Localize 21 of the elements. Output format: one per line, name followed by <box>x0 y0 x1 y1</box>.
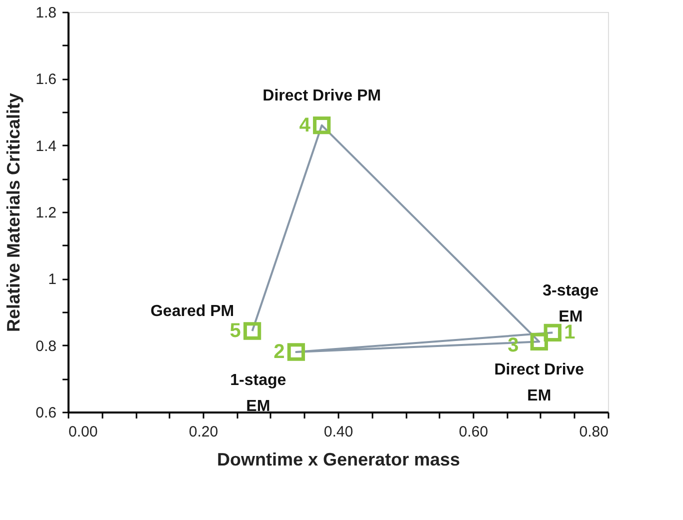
y-tick-label: 0.8 <box>36 338 56 355</box>
x-tick-label: 0.80 <box>579 424 608 440</box>
y-tick-label: 0.6 <box>36 404 56 422</box>
x-tick-label: 0.60 <box>458 424 488 440</box>
y-tick-label: 1.4 <box>36 138 56 155</box>
annotation: Direct Drive EM <box>494 362 584 405</box>
y-tick-label: 1.6 <box>36 71 56 88</box>
x-tick-label: 0.00 <box>68 424 98 440</box>
annotation: 5 <box>230 320 241 342</box>
x-tick-label: 0.20 <box>188 424 218 440</box>
annotation: Direct Drive PM <box>262 87 381 104</box>
annotation: Geared PM <box>150 303 234 320</box>
y-tick-label: 1.2 <box>36 204 56 222</box>
x-tick-label: 0.40 <box>324 424 354 440</box>
y-tick-label: 1.8 <box>36 4 56 22</box>
annotation: 4 <box>299 114 312 136</box>
y-axis-title: Relative Materials Criticality <box>4 92 24 332</box>
annotation: 2 <box>274 341 285 363</box>
annotation: 1-stage EM <box>230 372 286 415</box>
x-axis-title: Downtime x Generator mass <box>216 450 460 470</box>
y-tick-label: 1 <box>48 271 56 288</box>
